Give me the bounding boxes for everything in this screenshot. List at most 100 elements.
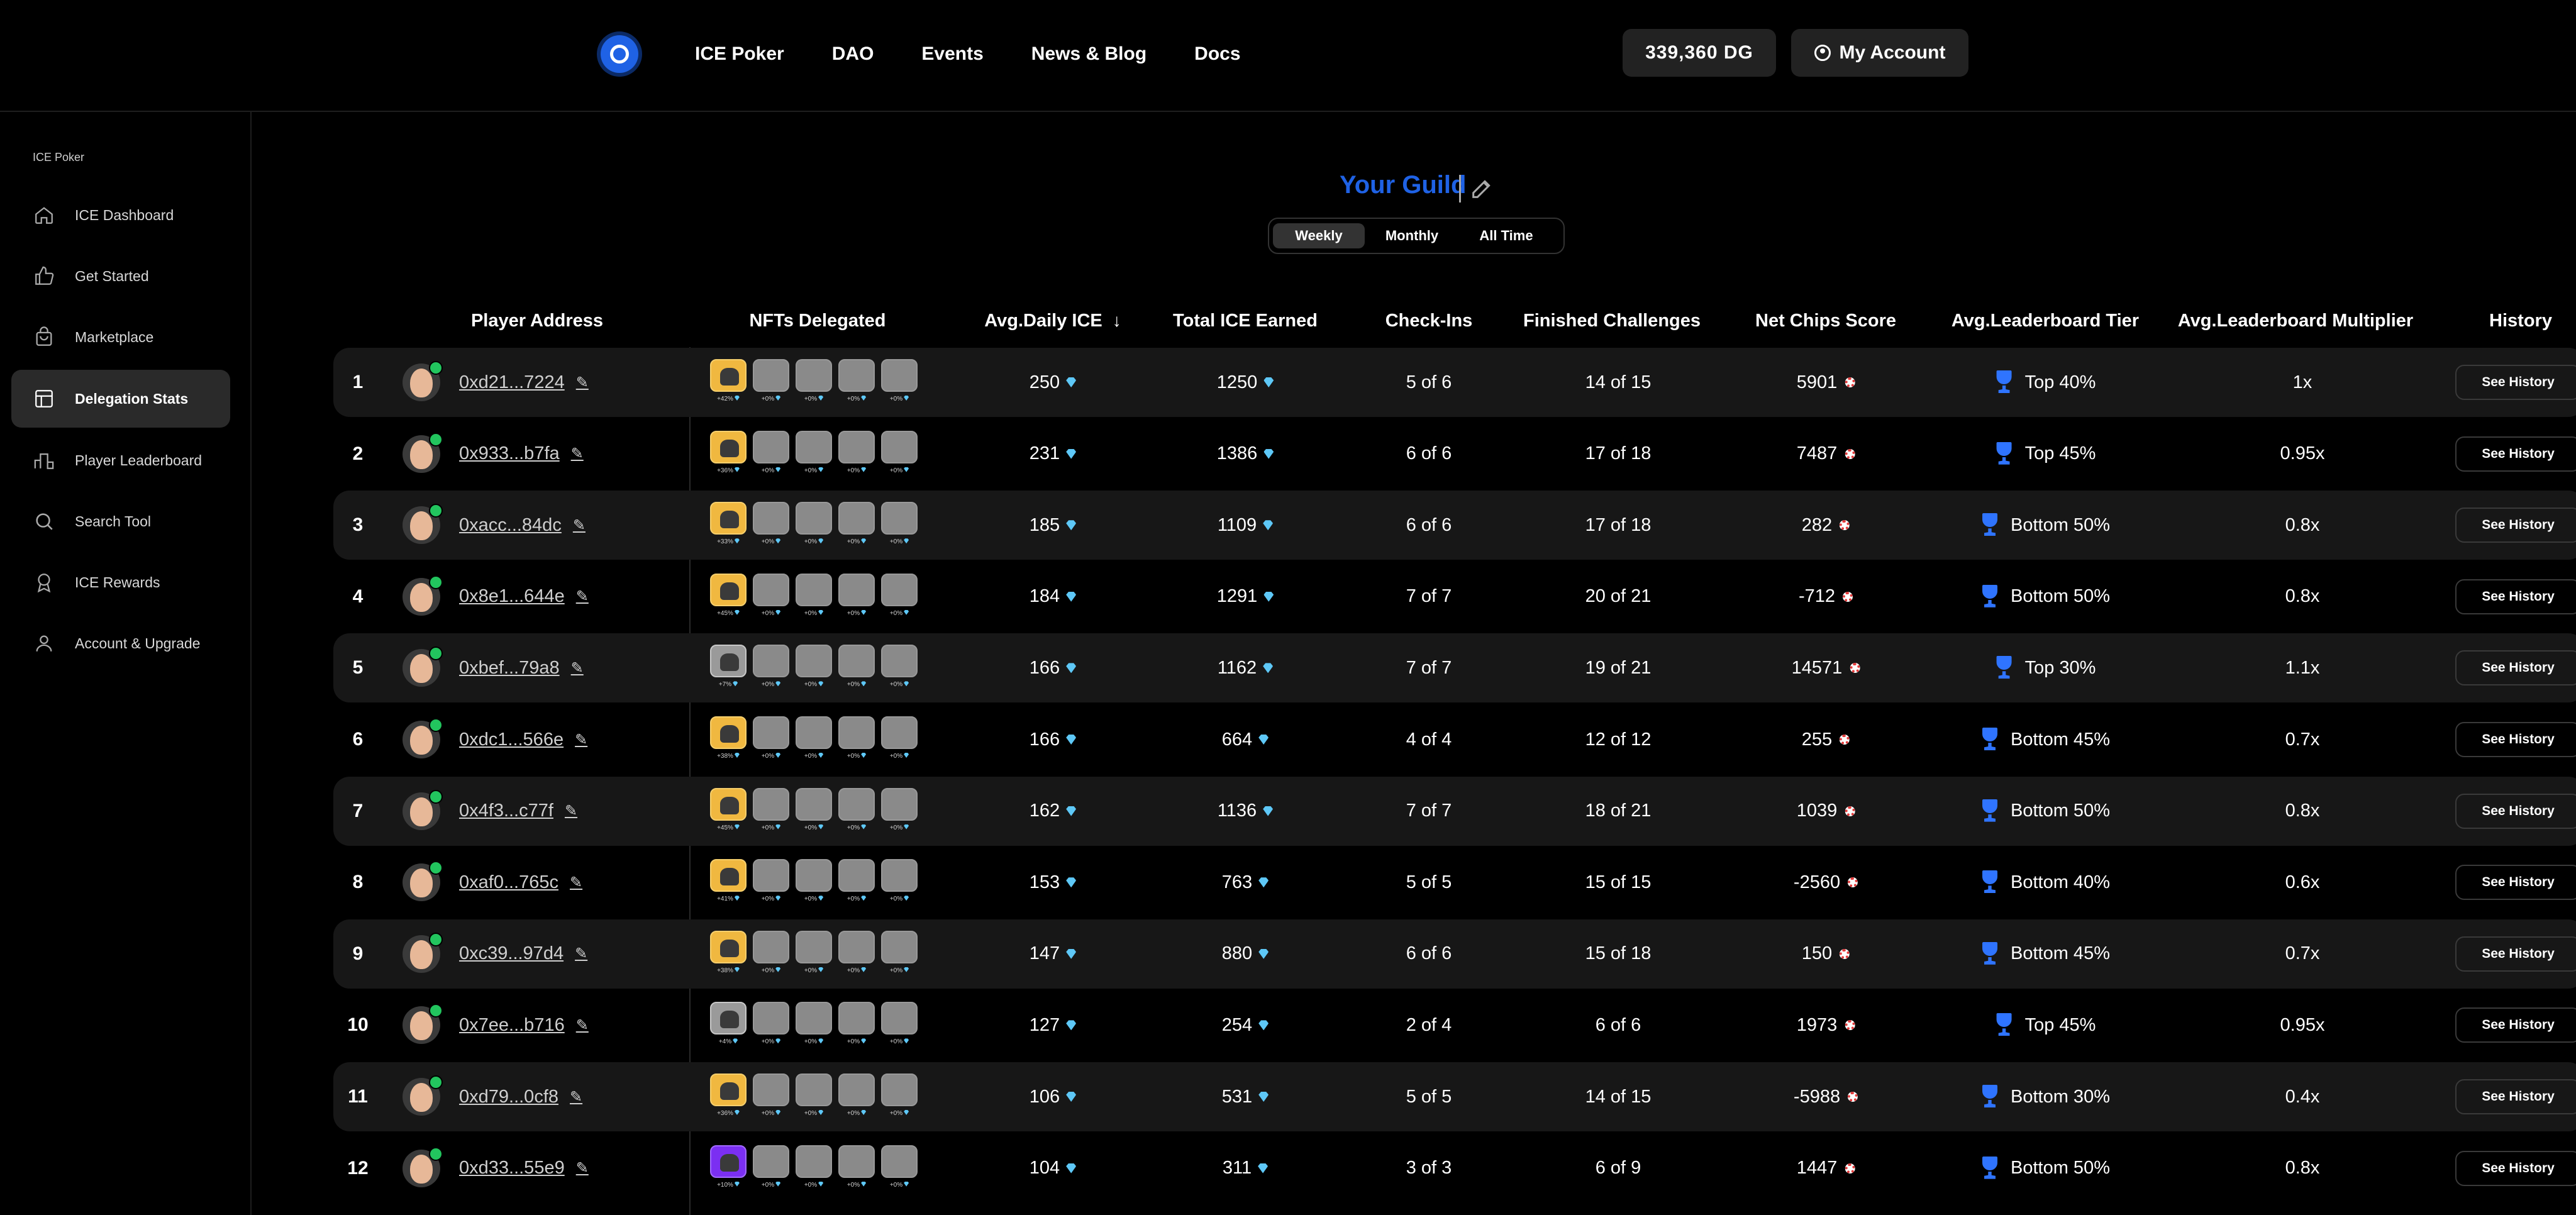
player-address[interactable]: 0xacc...84dc: [459, 514, 562, 535]
table-row[interactable]: 12 0xd33...55e9 ✎ +10% +0% +0% +0%: [333, 1134, 2576, 1203]
nft-slot[interactable]: +7%: [709, 645, 747, 688]
table-row[interactable]: 10 0x7ee...b716 ✎ +4% +0% +0% +0%: [333, 990, 2576, 1060]
see-history-button[interactable]: See History: [2455, 1079, 2576, 1114]
wearable-nft-thumbnail[interactable]: [710, 716, 747, 749]
player-address[interactable]: 0x4f3...c77f: [459, 801, 553, 821]
table-row[interactable]: 6 0xdc1...566e ✎ +38% +0% +0% +0%: [333, 705, 2576, 774]
nft-slot[interactable]: +38%: [709, 716, 747, 760]
sidebar-item-account-upgrade[interactable]: Account & Upgrade: [11, 614, 230, 672]
nav-link-ice-poker[interactable]: ICE Poker: [695, 43, 784, 64]
header-net-chips-score[interactable]: Net Chips Score: [1755, 311, 1896, 331]
player-address-link[interactable]: 0x7ee...b716 ✎: [459, 990, 589, 1060]
table-row[interactable]: 2 0x933...b7fa ✎ +36% +0% +0% +0%: [333, 419, 2576, 489]
player-address-link[interactable]: 0xd21...7224 ✎: [459, 348, 589, 417]
avatar[interactable]: [402, 1146, 443, 1187]
pencil-icon[interactable]: ✎: [575, 945, 588, 963]
pencil-icon[interactable]: ✎: [570, 659, 584, 677]
nav-link-events[interactable]: Events: [921, 43, 984, 64]
pencil-icon[interactable]: [1469, 176, 1494, 201]
nft-slot[interactable]: +10%: [709, 1145, 747, 1189]
pencil-icon[interactable]: ✎: [570, 445, 584, 463]
wearable-nft-thumbnail[interactable]: [710, 1145, 747, 1178]
nft-slot[interactable]: +42%: [709, 359, 747, 402]
see-history-button[interactable]: See History: [2455, 579, 2576, 614]
avatar[interactable]: [402, 861, 443, 902]
player-address[interactable]: 0x7ee...b716: [459, 1014, 565, 1035]
pencil-icon[interactable]: ✎: [575, 374, 589, 391]
range-weekly-tab[interactable]: Weekly: [1273, 223, 1365, 248]
see-history-button[interactable]: See History: [2455, 1150, 2576, 1186]
player-address[interactable]: 0xc39...97d4: [459, 943, 564, 964]
player-address-link[interactable]: 0xbef...79a8 ✎: [459, 633, 584, 702]
nav-link-dao[interactable]: DAO: [831, 43, 874, 64]
header-finished-challenges[interactable]: Finished Challenges: [1523, 311, 1701, 331]
player-address[interactable]: 0xd79...0cf8: [459, 1086, 558, 1107]
sidebar-item-delegation-stats[interactable]: Delegation Stats: [11, 370, 230, 428]
sidebar-item-marketplace[interactable]: Marketplace: [11, 308, 230, 366]
see-history-button[interactable]: See History: [2455, 650, 2576, 686]
table-row[interactable]: 4 0x8e1...644e ✎ +45% +0% +0% +0%: [333, 562, 2576, 631]
wearable-nft-thumbnail[interactable]: [710, 430, 747, 463]
player-address-link[interactable]: 0xc39...97d4 ✎: [459, 919, 587, 989]
nft-slot[interactable]: +36%: [709, 1074, 747, 1117]
sidebar-item-search-tool[interactable]: Search Tool: [11, 492, 230, 550]
range-monthly-tab[interactable]: Monthly: [1385, 228, 1439, 243]
see-history-button[interactable]: See History: [2455, 508, 2576, 543]
guild-name-input[interactable]: Your Guild: [1340, 171, 1467, 199]
table-row[interactable]: 5 0xbef...79a8 ✎ +7% +0% +0% +0%: [333, 633, 2576, 703]
player-address[interactable]: 0xbef...79a8: [459, 657, 560, 678]
nft-slot[interactable]: +4%: [709, 1002, 747, 1045]
avatar[interactable]: [402, 1075, 443, 1116]
player-address-link[interactable]: 0x8e1...644e ✎: [459, 562, 589, 631]
table-row[interactable]: 1 0xd21...7224 ✎ +42% +0% +0% +0%: [333, 348, 2576, 417]
avatar[interactable]: [402, 432, 443, 473]
nav-link-docs[interactable]: Docs: [1194, 43, 1241, 64]
player-address-link[interactable]: 0x4f3...c77f ✎: [459, 777, 577, 846]
avatar[interactable]: [402, 1004, 443, 1045]
player-address[interactable]: 0xd33...55e9: [459, 1158, 565, 1179]
pencil-icon[interactable]: ✎: [572, 516, 586, 534]
nft-slot[interactable]: +45%: [709, 787, 747, 831]
see-history-button[interactable]: See History: [2455, 793, 2576, 829]
sidebar-item-get-started[interactable]: Get Started: [11, 247, 230, 305]
nav-link-news-blog[interactable]: News & Blog: [1031, 43, 1147, 64]
range-all-time-tab[interactable]: All Time: [1479, 228, 1533, 243]
avatar[interactable]: [402, 932, 443, 973]
nft-slot[interactable]: +45%: [709, 573, 747, 617]
wearable-nft-thumbnail[interactable]: [710, 1002, 747, 1035]
wearable-nft-thumbnail[interactable]: [710, 930, 747, 963]
table-row[interactable]: 7 0x4f3...c77f ✎ +45% +0% +0% +0%: [333, 776, 2576, 846]
nft-slot[interactable]: +33%: [709, 502, 747, 545]
wearable-nft-thumbnail[interactable]: [710, 645, 747, 678]
pencil-icon[interactable]: ✎: [575, 1016, 589, 1034]
pencil-icon[interactable]: ✎: [570, 1088, 583, 1106]
see-history-button[interactable]: See History: [2455, 1007, 2576, 1043]
wearable-nft-thumbnail[interactable]: [710, 502, 747, 535]
avatar[interactable]: [402, 718, 443, 758]
player-address[interactable]: 0xdc1...566e: [459, 729, 564, 750]
player-address[interactable]: 0xaf0...765c: [459, 872, 558, 892]
avatar[interactable]: [402, 575, 443, 616]
player-address[interactable]: 0x933...b7fa: [459, 443, 560, 464]
pencil-icon[interactable]: ✎: [575, 731, 588, 748]
my-account-button[interactable]: My Account: [1791, 29, 1968, 77]
sidebar-item-player-leaderboard[interactable]: Player Leaderboard: [11, 431, 230, 489]
player-address-link[interactable]: 0xdc1...566e ✎: [459, 705, 587, 774]
table-row[interactable]: 9 0xc39...97d4 ✎ +38% +0% +0% +0%: [333, 919, 2576, 989]
avatar[interactable]: [402, 646, 443, 687]
header-avg-leaderboard-tier[interactable]: Avg.Leaderboard Tier: [1951, 311, 2140, 331]
pencil-icon[interactable]: ✎: [575, 588, 589, 606]
table-row[interactable]: 8 0xaf0...765c ✎ +41% +0% +0% +0%: [333, 848, 2576, 917]
avatar[interactable]: [402, 361, 443, 401]
nft-slot[interactable]: +41%: [709, 859, 747, 902]
pencil-icon[interactable]: ✎: [570, 874, 583, 891]
wearable-nft-thumbnail[interactable]: [710, 1074, 747, 1106]
player-address-link[interactable]: 0xd79...0cf8 ✎: [459, 1062, 582, 1131]
avatar[interactable]: [402, 789, 443, 830]
pencil-icon[interactable]: ✎: [564, 802, 578, 820]
sidebar-item-ice-rewards[interactable]: ICE Rewards: [11, 553, 230, 611]
table-row[interactable]: 11 0xd79...0cf8 ✎ +36% +0% +0% +0%: [333, 1062, 2576, 1131]
player-address-link[interactable]: 0x933...b7fa ✎: [459, 419, 584, 489]
see-history-button[interactable]: See History: [2455, 936, 2576, 972]
sidebar-item-ice-dashboard[interactable]: ICE Dashboard: [11, 186, 230, 244]
